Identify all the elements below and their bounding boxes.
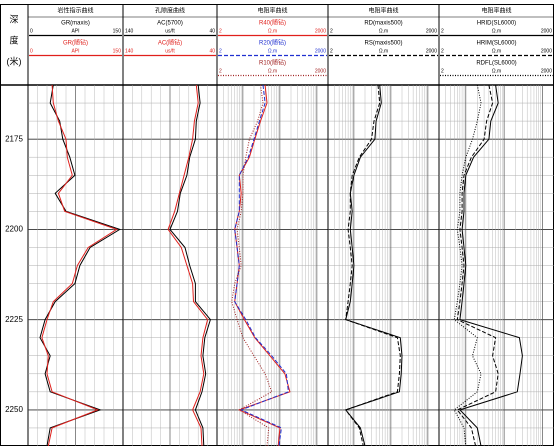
scale-unit: Ω.m (379, 28, 388, 34)
scale-min: 2 (441, 68, 444, 74)
log-curve (41, 84, 118, 446)
track-title: 电阻率曲线 (257, 7, 287, 15)
scale-unit: Ω.m (492, 68, 501, 74)
scale-min: 2 (219, 48, 222, 54)
track-title: 岩性指示曲线 (57, 7, 93, 15)
curve-name: GR(maxis) (61, 21, 90, 27)
depth-title: (米) (7, 55, 22, 66)
log-curve (167, 84, 209, 446)
curve-name: R10(随钻) (259, 59, 286, 67)
curve-name: R40(随钻) (259, 19, 286, 27)
scale-min: 2 (219, 68, 222, 74)
curve-name: AC(5700) (157, 21, 183, 27)
scale-max: 2000 (315, 48, 326, 54)
scale-unit: Ω.m (379, 48, 388, 54)
curve-name: GR(随钻) (63, 39, 88, 47)
scale-min: 2 (219, 28, 222, 34)
curve-name: RDFL(SL6000) (476, 61, 516, 67)
scale-min: 2 (330, 48, 333, 54)
scale-min: 140 (125, 28, 134, 34)
log-curve (458, 84, 523, 446)
depth-tick-label: 2250 (5, 405, 23, 414)
scale-unit: Ω.m (268, 28, 277, 34)
scale-max: 2000 (426, 28, 437, 34)
curve-name: RD(maxis500) (364, 21, 402, 27)
scale-max: 2000 (315, 68, 326, 74)
track-title: 电阻率曲线 (481, 7, 511, 15)
log-curve (456, 84, 499, 446)
scale-max: 2000 (541, 28, 552, 34)
scale-min: 2 (441, 28, 444, 34)
curve-name: RS(maxis500) (364, 41, 402, 47)
scale-min: 140 (125, 48, 134, 54)
depth-title: 深 (9, 14, 18, 24)
scale-max: 150 (113, 28, 122, 34)
scale-min: 0 (30, 48, 33, 54)
scale-unit: Ω.m (492, 48, 501, 54)
curve-name: HRID(SL6000) (477, 21, 516, 27)
scale-unit: Ω.m (492, 28, 501, 34)
scale-unit: us/ft (165, 28, 175, 34)
scale-unit: Ω.m (268, 68, 277, 74)
scale-unit: API (71, 28, 79, 34)
scale-max: 2000 (315, 28, 326, 34)
log-curve (231, 84, 273, 446)
scale-max: 2000 (541, 68, 552, 74)
scale-min: 2 (330, 28, 333, 34)
depth-tick-label: 2200 (5, 225, 23, 234)
log-curve (344, 84, 403, 446)
scale-max: 2000 (426, 48, 437, 54)
curve-name: HRIM(SL6000) (476, 41, 516, 47)
scale-unit: Ω.m (268, 48, 277, 54)
curve-name: R20(随钻) (259, 39, 286, 47)
scale-max: 150 (113, 48, 122, 54)
scale-unit: us/ft (165, 48, 175, 54)
depth-tick-label: 2175 (5, 134, 23, 143)
log-curve (234, 84, 289, 446)
scale-min: 2 (441, 48, 444, 54)
depth-tick-label: 2225 (5, 315, 23, 324)
log-curve (344, 84, 401, 446)
scale-unit: API (71, 48, 79, 54)
curve-name: AC(随钻) (158, 39, 182, 47)
track-title: 孔隙度曲线 (155, 7, 185, 15)
log-curve (39, 84, 121, 446)
track-title: 电阻率曲线 (368, 7, 398, 15)
log-curve (169, 84, 211, 446)
scale-max: 2000 (541, 48, 552, 54)
scale-min: 0 (30, 28, 33, 34)
depth-title: 度 (9, 34, 18, 45)
scale-max: 40 (209, 28, 215, 34)
scale-max: 40 (209, 48, 215, 54)
